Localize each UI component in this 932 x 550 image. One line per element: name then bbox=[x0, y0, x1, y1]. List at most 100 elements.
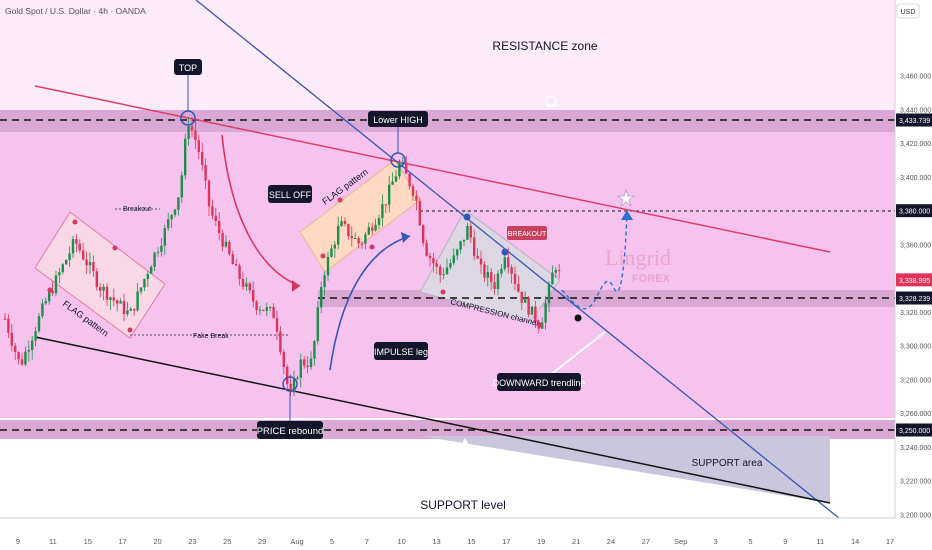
x-ticks: 9 11 15 17 20 23 25 29 Aug 5 7 10 13 15 17 19 21 24 27 Sep 3… bbox=[16, 537, 894, 546]
candle-body bbox=[262, 309, 265, 311]
candle-body bbox=[27, 349, 30, 352]
flag-dot-2 bbox=[369, 244, 375, 250]
candle-body bbox=[99, 287, 102, 291]
x-tick-label: 11 bbox=[49, 537, 57, 546]
candle-body bbox=[330, 248, 333, 257]
candle-body bbox=[92, 262, 95, 272]
y-tick-label: 3,200.000 bbox=[900, 512, 931, 519]
price-tag-box bbox=[896, 291, 932, 305]
candle-body bbox=[241, 278, 245, 287]
y-tick-label: 3,240.000 bbox=[900, 445, 931, 452]
candle-body bbox=[286, 366, 289, 384]
candle-body bbox=[224, 241, 228, 247]
candle-body bbox=[296, 377, 299, 379]
price-tag-box bbox=[896, 113, 932, 127]
candle-body bbox=[221, 233, 224, 247]
x-tick-label: 9 bbox=[783, 537, 787, 546]
candle-body bbox=[534, 306, 537, 323]
candle-body bbox=[388, 184, 391, 205]
price-tags: 3,433.739 3,380.000 3,338.995 3,328.239 3,25… bbox=[896, 113, 932, 437]
candle-body bbox=[340, 220, 343, 227]
candle-body bbox=[435, 263, 438, 267]
sell-off-label-box bbox=[268, 185, 312, 203]
watermark-line2: FOREX bbox=[632, 273, 671, 285]
candle-body bbox=[231, 254, 234, 265]
x-tick-label: 5 bbox=[330, 537, 334, 546]
candle-body bbox=[405, 163, 408, 174]
flag-dot-3 bbox=[320, 253, 326, 259]
candle-body bbox=[418, 200, 421, 226]
candle-body bbox=[513, 273, 517, 284]
candle-body bbox=[401, 163, 404, 165]
x-tick-label: 17 bbox=[118, 537, 126, 546]
x-tick-label: 9 bbox=[16, 537, 20, 546]
price-axis[interactable]: USD 3,460.000 3,440.000 3,420.000 3,400.000… bbox=[894, 0, 932, 550]
candle-body bbox=[34, 331, 37, 341]
x-tick-label: 21 bbox=[572, 537, 580, 546]
candle-body bbox=[530, 306, 534, 315]
candle-body bbox=[112, 297, 115, 301]
candle-body bbox=[282, 351, 285, 367]
candles bbox=[3, 117, 561, 397]
candle-body bbox=[61, 264, 64, 273]
candle-body bbox=[95, 271, 98, 288]
support-level-arrowhead bbox=[459, 438, 471, 448]
candle-body bbox=[320, 287, 323, 308]
x-tick-label: 13 bbox=[432, 537, 440, 546]
candle-body bbox=[10, 332, 13, 346]
candle-body bbox=[238, 265, 241, 279]
candle-body bbox=[44, 301, 47, 304]
price-tag-box bbox=[896, 273, 932, 287]
x-tick-label: 11 bbox=[816, 537, 824, 546]
x-tick-label: 20 bbox=[153, 537, 161, 546]
candle-body bbox=[445, 267, 449, 275]
y-tick-label: 3,280.000 bbox=[900, 377, 931, 384]
candle-body bbox=[184, 138, 187, 176]
candle-body bbox=[459, 241, 462, 250]
annotation-breakout-right: BREAKOUT bbox=[508, 231, 547, 238]
candle-body bbox=[17, 351, 20, 360]
candle-body bbox=[279, 331, 282, 352]
alert-icon bbox=[545, 95, 557, 107]
candle-body bbox=[207, 180, 211, 207]
annotation-support-area: SUPPORT area bbox=[692, 458, 763, 469]
candle-body bbox=[524, 297, 527, 303]
candle-body bbox=[439, 266, 442, 276]
candle-body bbox=[432, 257, 435, 264]
candle-body bbox=[139, 287, 143, 292]
flag-dot-1 bbox=[337, 197, 343, 203]
annotation-lower-high: Lower HIGH bbox=[373, 115, 423, 125]
candle-body bbox=[323, 275, 326, 288]
candle-body bbox=[14, 345, 17, 352]
impulse-arrowhead bbox=[401, 232, 410, 243]
candle-body bbox=[133, 308, 136, 311]
candle-body bbox=[503, 257, 506, 269]
candle-body bbox=[269, 307, 272, 309]
candle-body bbox=[143, 278, 146, 288]
candle-body bbox=[292, 378, 296, 393]
currency-box bbox=[896, 3, 920, 19]
candle-body bbox=[41, 303, 44, 317]
sell-off-arrow bbox=[221, 134, 301, 287]
annotation-resistance-zone: RESISTANCE zone bbox=[492, 39, 597, 53]
candle-body bbox=[156, 251, 160, 253]
candle-body bbox=[476, 255, 479, 259]
candle-body bbox=[85, 259, 88, 266]
candle-body bbox=[507, 257, 510, 268]
flag-pattern-left-box bbox=[34, 211, 166, 339]
x-tick-label: 29 bbox=[258, 537, 266, 546]
time-axis[interactable]: 9 11 15 17 20 23 25 29 Aug 5 7 10 13 15 17 19 21 24 27 Sep 3… bbox=[0, 517, 932, 550]
candle-body bbox=[374, 224, 377, 231]
candle-body bbox=[102, 286, 105, 291]
price-tag-label: 3,250.000 bbox=[899, 428, 930, 435]
candle-body bbox=[167, 219, 170, 229]
support-area-fill bbox=[420, 436, 830, 503]
candle-body bbox=[31, 340, 34, 350]
candle-body bbox=[313, 341, 316, 359]
candle-body bbox=[452, 255, 455, 264]
flag-left-dot-1 bbox=[47, 287, 53, 293]
candle-body bbox=[119, 300, 122, 304]
candle-body bbox=[245, 283, 248, 287]
compression-dot-3 bbox=[440, 289, 446, 295]
